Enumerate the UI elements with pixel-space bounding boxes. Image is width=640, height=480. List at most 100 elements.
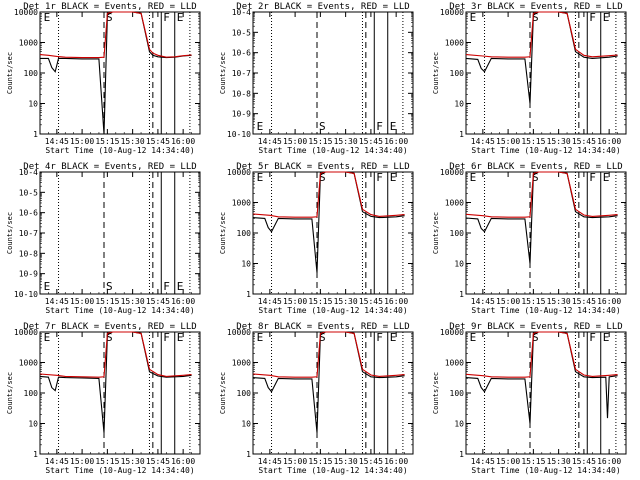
y-tick-label: 10000 (14, 8, 38, 17)
marker-label: E (470, 11, 477, 24)
x-tick-label: 15:15 (308, 297, 332, 306)
panel-title: Det 8r BLACK = Events, RED = LLD (236, 322, 409, 332)
plot-frame (39, 331, 201, 455)
x-axis: 14:45 15:00 15:15 15:30 15:45 16:00 (45, 332, 195, 466)
x-tick-label: 15:45 (359, 457, 383, 466)
y-tick-label: 10 (454, 420, 464, 429)
x-axis: 14:45 15:00 15:15 15:30 15:45 16:00 (258, 12, 408, 146)
x-tick-label: 14:45 (471, 137, 495, 146)
marker-label: F (376, 331, 383, 344)
y-axis-label: Counts/sec (219, 212, 227, 254)
marker-label: S (532, 11, 539, 24)
panel-title: Det 5r BLACK = Events, RED = LLD (236, 162, 409, 172)
x-tick-label: 15:15 (521, 297, 545, 306)
marker-label: E (257, 331, 264, 344)
y-tick-label: 10-4 (232, 8, 251, 17)
y-axis-label: Counts/sec (6, 52, 14, 94)
marker-label: F (589, 11, 596, 24)
y-tick-label: 10-5 (19, 188, 38, 197)
x-tick-label: 14:45 (258, 297, 282, 306)
x-tick-label: 15:30 (547, 137, 571, 146)
y-axis-label: Counts/sec (432, 52, 440, 94)
x-tick-label: 16:00 (384, 457, 408, 466)
y-tick-label: 10-10 (227, 130, 251, 139)
marker-label: S (532, 171, 539, 184)
panel-det-9r: Det 9r BLACK = Events, RED = LLD 1 10 100 10… (432, 322, 627, 475)
x-axis-label: Start Time (10-Aug-12 14:34:40) (45, 466, 194, 475)
y-tick-label: 10 (241, 420, 251, 429)
series-lld-line (252, 331, 405, 378)
panel-det-7r: Det 7r BLACK = Events, RED = LLD 1 10 100 10… (6, 322, 201, 475)
x-tick-label: 15:15 (95, 137, 119, 146)
x-tick-label: 15:45 (359, 137, 383, 146)
y-tick-label: 100 (450, 389, 465, 398)
marker-label: E (603, 11, 610, 24)
series-lld-line (39, 331, 192, 378)
y-axis: 10-10 10-9 10-8 10-7 10-6 10-5 10-4 (227, 8, 413, 139)
marker-label: F (376, 171, 383, 184)
series-events-line (39, 331, 192, 433)
series-lld-line (39, 11, 192, 59)
y-axis: 1 10 100 1000 10000 (440, 168, 626, 299)
marker-label: S (106, 11, 113, 24)
x-tick-label: 16:00 (171, 457, 195, 466)
plot-frame (252, 11, 414, 135)
plot-frame (465, 331, 627, 455)
y-axis-label: Counts/sec (432, 372, 440, 414)
x-axis: 14:45 15:00 15:15 15:30 15:45 16:00 (471, 172, 621, 306)
y-tick-label: 10-6 (232, 49, 251, 58)
x-tick-label: 15:45 (146, 297, 170, 306)
y-tick-label: 10 (454, 260, 464, 269)
y-tick-label: 1 (33, 450, 38, 459)
marker-label: F (163, 331, 170, 344)
series-lld-line (465, 331, 618, 378)
panel-det-3r: Det 3r BLACK = Events, RED = LLD 1 10 100 10… (432, 2, 627, 155)
marker-label: E (390, 331, 397, 344)
x-axis: 14:45 15:00 15:15 15:30 15:45 16:00 (258, 332, 408, 466)
marker-label: E (390, 171, 397, 184)
plot-frame (39, 171, 201, 295)
x-tick-label: 15:15 (95, 457, 119, 466)
y-axis: 1 10 100 1000 10000 (440, 328, 626, 459)
series-events-line (465, 331, 618, 424)
x-tick-label: 16:00 (171, 137, 195, 146)
panel-title: Det 2r BLACK = Events, RED = LLD (236, 2, 409, 12)
x-tick-label: 15:45 (572, 137, 596, 146)
plot-frame (252, 331, 414, 455)
panel-det-1r: Det 1r BLACK = Events, RED = LLD 1 10 100 10… (6, 2, 201, 155)
panel-title: Det 4r BLACK = Events, RED = LLD (23, 162, 196, 172)
marker-label: E (603, 331, 610, 344)
y-axis: 1 10 100 1000 10000 (14, 8, 200, 139)
y-tick-label: 10000 (227, 168, 251, 177)
x-tick-label: 15:30 (121, 297, 145, 306)
x-tick-label: 15:00 (283, 137, 307, 146)
y-tick-label: 100 (450, 69, 465, 78)
x-tick-label: 15:15 (521, 137, 545, 146)
x-tick-label: 15:15 (95, 297, 119, 306)
marker-label: F (589, 171, 596, 184)
y-tick-label: 1 (246, 290, 251, 299)
x-tick-label: 14:45 (471, 457, 495, 466)
series-lld-line (465, 171, 618, 218)
y-tick-label: 10-7 (232, 69, 251, 78)
marker-label: S (319, 120, 326, 133)
x-tick-label: 14:45 (471, 297, 495, 306)
x-tick-label: 16:00 (384, 137, 408, 146)
y-tick-label: 1000 (19, 359, 38, 368)
x-tick-label: 15:00 (283, 457, 307, 466)
x-tick-label: 16:00 (597, 297, 621, 306)
panel-title: Det 1r BLACK = Events, RED = LLD (23, 2, 196, 12)
marker-label: E (603, 171, 610, 184)
x-tick-label: 16:00 (384, 297, 408, 306)
x-tick-label: 14:45 (258, 457, 282, 466)
marker-label: E (44, 331, 51, 344)
marker-label: S (532, 331, 539, 344)
marker-label: E (390, 120, 397, 133)
x-axis-label: Start Time (10-Aug-12 14:34:40) (471, 306, 620, 315)
y-tick-label: 1 (33, 130, 38, 139)
y-tick-label: 10-9 (19, 270, 38, 279)
y-tick-label: 10 (28, 100, 38, 109)
